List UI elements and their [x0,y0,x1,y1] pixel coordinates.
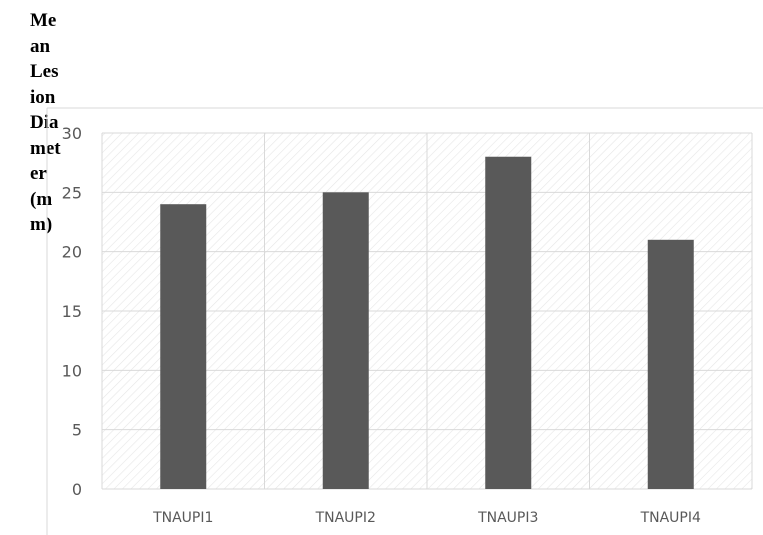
bar-tnaupi1 [160,204,207,489]
x-tick-labels: TNAUPI1 TNAUPI2 TNAUPI3 TNAUPI4 [152,510,701,526]
bars [160,156,694,490]
y-tick-label: 25 [62,183,82,202]
x-tick-label: TNAUPI4 [640,510,701,526]
y-tick-label: 20 [62,243,82,262]
y-tick-label: 30 [62,124,82,143]
bar-tnaupi3 [485,156,532,489]
y-tick-labels: 0 5 10 15 20 25 30 [62,124,82,499]
bar-tnaupi4 [647,239,694,489]
gridlines [101,132,753,490]
x-tick-label: TNAUPI3 [477,510,538,526]
bar-tnaupi2 [322,192,369,490]
y-tick-label: 5 [72,421,82,440]
x-tick-label: TNAUPI2 [315,510,376,526]
y-tick-label: 10 [62,361,82,380]
x-tick-label: TNAUPI1 [152,510,213,526]
y-tick-label: 0 [72,480,82,499]
y-tick-label: 15 [62,302,82,321]
